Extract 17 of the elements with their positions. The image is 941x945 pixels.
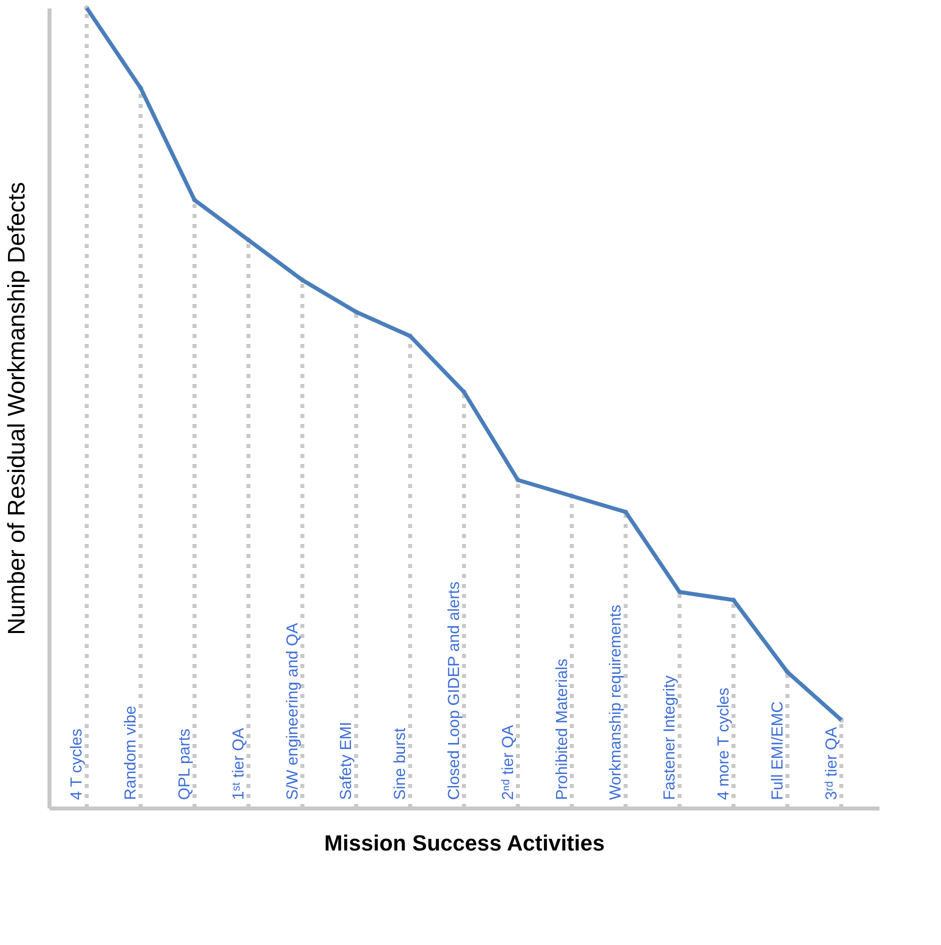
x-tick-label: Workmanship requirements [608,604,625,800]
x-tick-label: 3ʳᵈ tier QA [823,726,840,800]
y-axis-title: Number of Residual Workmanship Defects [4,182,30,636]
x-tick-label: 1ˢᵗ tier QA [230,728,248,800]
x-tick-label: 2ⁿᵈ tier QA [500,724,517,800]
x-tick-label: Prohibited Materials [554,658,571,800]
x-tick-label: Full EMI/EMC [769,701,786,800]
x-tick-label: Random vibe [122,706,140,800]
x-tick-label: QPL parts [176,728,194,800]
x-tick-label: Safety EMI [338,722,356,800]
x-tick-label: 4 more T cycles [715,688,732,800]
x-tick-label: Closed Loop GIDEP and alerts [446,582,463,800]
x-axis-title: Mission Success Activities [324,830,605,856]
x-tick-label: Fastener Integrity [662,676,679,800]
x-tick-label: S/W engineering and QA [284,622,302,800]
x-tick-label: 4 T cycles [68,728,86,800]
x-tick-label: Sine burst [392,727,410,800]
